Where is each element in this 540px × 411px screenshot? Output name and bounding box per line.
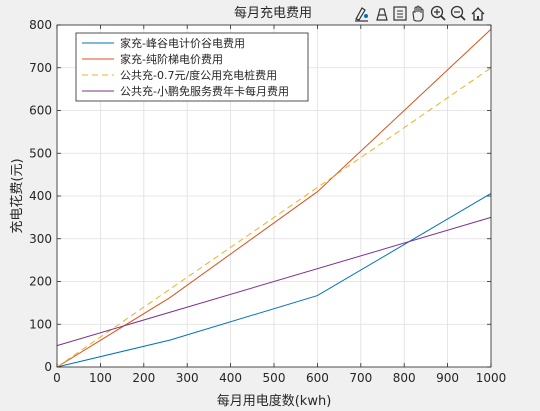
chart-title: 每月充电费用 bbox=[234, 5, 312, 21]
y-tick-label: 300 bbox=[29, 232, 52, 246]
zoom-out-icon[interactable] bbox=[450, 5, 466, 21]
y-tick-label: 400 bbox=[29, 189, 52, 203]
y-tick-label: 700 bbox=[29, 61, 52, 75]
x-tick-label: 500 bbox=[263, 371, 286, 385]
series-line-1 bbox=[56, 192, 492, 368]
brush-data-icon[interactable] bbox=[355, 7, 368, 22]
x-tick-label: 600 bbox=[306, 371, 329, 385]
save-export-icon[interactable] bbox=[393, 6, 407, 21]
x-tick-label: 900 bbox=[436, 371, 459, 385]
x-tick-label: 300 bbox=[176, 371, 199, 385]
axes: 0 100 200 300 400 500 600 700 800 900 1000 0 100 200 3… bbox=[29, 18, 506, 385]
legend[interactable]: 家充-峰谷电计价谷电费用家充-纯阶梯电价费用公共充-0.7元/度公用充电桩费用公… bbox=[75, 32, 309, 102]
legend-entry-label: 公共充-0.7元/度公用充电桩费用 bbox=[120, 68, 277, 82]
x-tick-label: 400 bbox=[219, 371, 242, 385]
y-tick-label: 600 bbox=[29, 104, 52, 118]
pan-hand-icon[interactable] bbox=[412, 5, 424, 22]
data-tips-icon[interactable] bbox=[376, 8, 388, 21]
series-line-2 bbox=[56, 28, 492, 368]
home-restore-icon[interactable] bbox=[471, 7, 485, 21]
y-tick-label: 200 bbox=[29, 275, 52, 289]
legend-entry-label: 家充-纯阶梯电价费用 bbox=[120, 52, 223, 66]
x-tick-label: 100 bbox=[89, 371, 112, 385]
x-axis-label: 每月用电度数(kwh) bbox=[217, 393, 332, 409]
legend-entry-label: 家充-峰谷电计价谷电费用 bbox=[120, 36, 245, 50]
figure-toolbar bbox=[352, 2, 492, 24]
series-line-4 bbox=[56, 216, 492, 347]
x-tick-label: 200 bbox=[132, 371, 155, 385]
y-tick-label: 100 bbox=[29, 317, 52, 331]
legend-entry-label: 公共充-小鹏免服务费年卡每月费用 bbox=[120, 84, 289, 98]
y-tick-label: 0 bbox=[44, 360, 52, 374]
x-tick-label: 1000 bbox=[476, 371, 507, 385]
x-tick-label: 0 bbox=[53, 371, 61, 385]
series-line-3 bbox=[56, 67, 492, 368]
y-tick-label: 800 bbox=[29, 18, 52, 32]
series-lines bbox=[56, 28, 492, 368]
y-tick-label: 500 bbox=[29, 146, 52, 160]
y-axis-label: 充电花费(元) bbox=[9, 158, 25, 233]
x-tick-label: 700 bbox=[349, 371, 372, 385]
legend-box bbox=[75, 32, 309, 102]
zoom-in-icon[interactable] bbox=[430, 5, 446, 21]
x-tick-label: 800 bbox=[393, 371, 416, 385]
